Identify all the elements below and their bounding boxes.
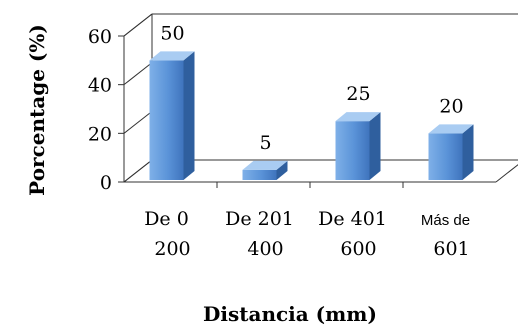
y-tick-label: 0 <box>100 172 112 194</box>
bar <box>242 160 288 180</box>
x-tick-label: De 201 <box>225 208 294 230</box>
bar-front-face <box>335 121 370 180</box>
y-grid-edge <box>123 110 153 134</box>
y-axis-label: Porcentage (%) <box>25 24 49 196</box>
bar-side-face <box>369 112 381 180</box>
x-tick-label: De 0 <box>144 208 189 230</box>
bars-group: 50 5 25 20 <box>149 22 474 181</box>
bar-data-label: 20 <box>439 95 463 117</box>
bar-data-label: 25 <box>346 83 370 105</box>
bar <box>428 124 474 180</box>
x-tick-label: 200 <box>154 238 190 260</box>
x-axis-tick-labels: De 0 200 De 201 400 De 401 600 Más de 601 <box>144 208 470 260</box>
y-grid-edge <box>123 62 153 86</box>
x-tick-label: 600 <box>340 238 376 260</box>
y-tick-label: 20 <box>88 123 112 145</box>
bar <box>149 51 195 181</box>
bar-front-face <box>149 60 184 181</box>
bar-side-face <box>462 124 474 180</box>
bar-top-face <box>149 51 195 61</box>
bar-top-face <box>428 124 474 134</box>
y-axis-ticks: 0 20 40 60 <box>88 13 153 194</box>
y-tick-label: 40 <box>88 75 112 97</box>
bar-data-label: 5 <box>259 132 271 154</box>
x-tick-label: 400 <box>247 238 283 260</box>
bar-front-face <box>242 169 277 180</box>
x-tick-label: Más de <box>421 212 470 229</box>
bar-top-face <box>335 112 381 122</box>
bar-side-face <box>183 51 195 181</box>
x-tick-label: De 401 <box>318 208 387 230</box>
bar-top-face <box>242 160 288 170</box>
x-tick-label: 601 <box>433 238 469 260</box>
y-grid-edge <box>123 159 153 183</box>
y-tick-label: 60 <box>88 26 112 48</box>
floor-right-edge <box>495 164 518 183</box>
bar-front-face <box>428 133 463 180</box>
x-axis-label: Distancia (mm) <box>203 302 377 326</box>
bar-data-label: 50 <box>160 22 184 44</box>
bar <box>335 112 381 180</box>
y-grid-edge <box>123 13 153 37</box>
bar-side-face <box>276 160 288 180</box>
